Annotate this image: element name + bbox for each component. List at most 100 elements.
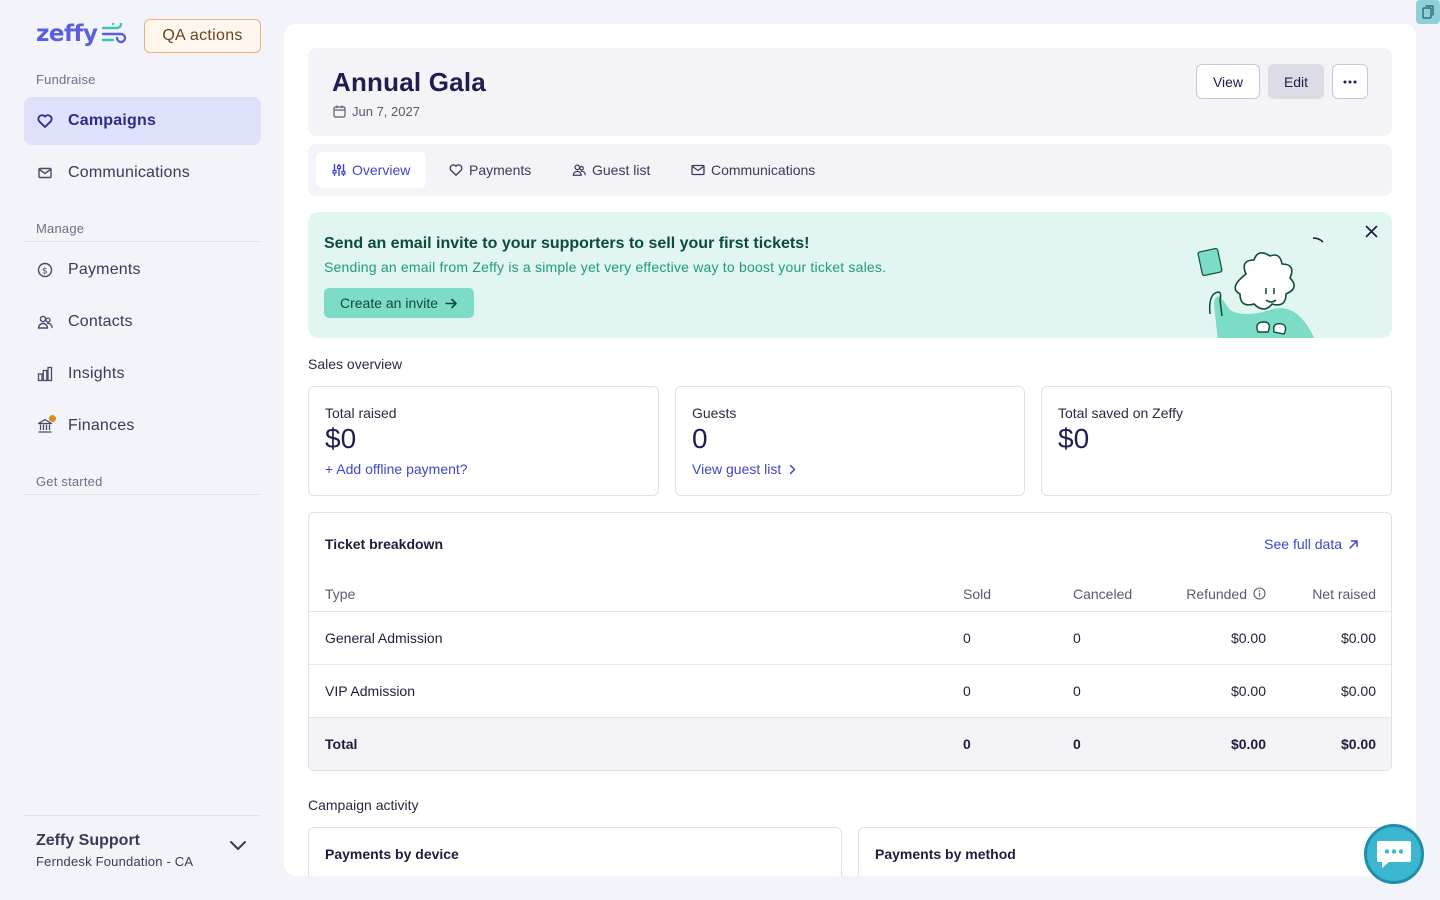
create-invite-button[interactable]: Create an invite — [324, 288, 474, 318]
card-title: Payments by device — [325, 846, 459, 862]
chat-support-button[interactable] — [1364, 824, 1424, 884]
sliders-icon — [332, 164, 346, 176]
cell-net-raised: $0.00 — [1340, 683, 1376, 699]
col-header-type: Type — [325, 585, 356, 602]
sidebar-item-payments[interactable]: $ Payments — [24, 246, 261, 294]
account-name: Zeffy Support — [36, 832, 140, 849]
add-offline-payment-link[interactable]: + Add offline payment? — [325, 461, 468, 477]
close-icon[interactable] — [1365, 225, 1378, 238]
campaign-date: Jun 7, 2027 — [333, 104, 420, 119]
logo-text: zeffy — [36, 21, 98, 47]
campaign-activity-heading: Campaign activity — [308, 797, 419, 813]
stat-label: Total saved on Zeffy — [1058, 405, 1184, 421]
extension-icon[interactable] — [1416, 0, 1440, 24]
cell-canceled: 0 — [1073, 683, 1081, 699]
banner-title: Send an email invite to your supporters … — [324, 235, 810, 252]
logo-wind-icon — [101, 23, 126, 44]
payments-by-method-card: Payments by method — [858, 827, 1392, 876]
col-header-net-raised: Net raised — [1312, 585, 1376, 602]
stat-value: $0 — [1058, 423, 1090, 454]
see-full-data-link[interactable]: See full data — [1264, 536, 1359, 552]
mascot-illustration — [1197, 237, 1324, 338]
sidebar-item-label: Insights — [68, 365, 125, 382]
cell-net-raised: $0.00 — [1340, 736, 1376, 752]
cell-canceled: 0 — [1073, 736, 1081, 752]
total-raised-card: Total raised $0 + Add offline payment? — [308, 386, 659, 496]
notification-dot — [49, 415, 56, 422]
bar-chart-icon — [37, 366, 53, 382]
cell-type: VIP Admission — [325, 683, 416, 699]
total-saved-card: Total saved on Zeffy $0 — [1041, 386, 1392, 496]
tab-label: Guest list — [592, 162, 651, 178]
table-row: General Admission 0 0 $0.00 $0.00 — [309, 611, 1391, 664]
tab-label: Overview — [352, 162, 411, 178]
contacts-icon — [37, 314, 53, 330]
create-invite-label: Create an invite — [339, 295, 439, 311]
stat-label: Guests — [692, 405, 737, 421]
heart-icon — [37, 113, 53, 129]
sidebar-item-label: Communications — [68, 164, 190, 181]
sales-overview-heading: Sales overview — [308, 356, 403, 372]
qa-actions-button[interactable]: QA actions — [144, 19, 261, 53]
sidebar-item-finances[interactable]: Finances — [24, 402, 261, 450]
bank-icon — [37, 415, 56, 434]
cell-refunded: $0.00 — [1230, 683, 1266, 699]
calendar-icon — [333, 105, 346, 118]
sidebar: zeffy QA actions Fundraise Campaigns Com… — [0, 0, 284, 900]
account-switcher[interactable]: Zeffy Support Ferndesk Foundation - CA — [24, 815, 261, 875]
cell-canceled: 0 — [1073, 630, 1081, 646]
chevron-right-icon — [789, 464, 796, 474]
zeffy-logo[interactable]: zeffy — [36, 21, 127, 47]
tab-overview[interactable]: Overview — [316, 152, 427, 188]
view-guest-list-link[interactable]: View guest list — [692, 461, 796, 477]
more-horizontal-icon — [1343, 80, 1357, 83]
dollar-circle-icon: $ — [37, 262, 53, 278]
table-total-row: Total 0 0 $0.00 $0.00 — [309, 717, 1391, 770]
cell-type: General Admission — [325, 630, 443, 646]
sidebar-item-campaigns[interactable]: Campaigns — [24, 97, 261, 145]
cell-refunded: $0.00 — [1230, 736, 1266, 752]
sidebar-item-contacts[interactable]: Contacts — [24, 298, 261, 346]
arrow-right-icon — [445, 298, 457, 308]
sidebar-item-label: Finances — [68, 417, 135, 434]
main-panel: Annual Gala Jun 7, 2027 View Edit Overvi… — [284, 24, 1416, 876]
mail-icon — [691, 164, 705, 176]
tab-label: Communications — [711, 162, 816, 178]
section-label-manage: Manage — [36, 221, 85, 236]
tab-communications[interactable]: Communications — [675, 152, 831, 188]
external-arrow-icon — [1349, 539, 1358, 549]
users-icon — [572, 164, 586, 176]
banner-subtitle: Sending an email from Zeffy is a simple … — [324, 259, 887, 275]
tab-label: Payments — [469, 162, 532, 178]
tab-guest-list[interactable]: Guest list — [556, 152, 666, 188]
table-row: VIP Admission 0 0 $0.00 $0.00 — [309, 664, 1391, 717]
sidebar-item-insights[interactable]: Insights — [24, 350, 261, 398]
view-button[interactable]: View — [1196, 64, 1260, 99]
sidebar-item-label: Payments — [68, 261, 141, 278]
page-title: Annual Gala — [332, 67, 486, 97]
ticket-breakdown-title: Ticket breakdown — [325, 536, 444, 552]
divider — [24, 494, 261, 495]
sidebar-item-communications[interactable]: Communications — [24, 149, 261, 197]
campaign-header: Annual Gala Jun 7, 2027 View Edit — [308, 48, 1392, 136]
logo-row: zeffy QA actions — [36, 19, 261, 53]
cell-sold: 0 — [963, 630, 971, 646]
link-label: View guest list — [692, 461, 782, 477]
more-options-button[interactable] — [1332, 64, 1368, 99]
info-icon[interactable] — [1253, 587, 1266, 600]
cell-net-raised: $0.00 — [1340, 630, 1376, 646]
chat-icon — [1377, 841, 1411, 868]
section-label-get-started: Get started — [36, 474, 103, 489]
stat-value: 0 — [692, 423, 708, 454]
edit-button[interactable]: Edit — [1268, 64, 1324, 99]
heart-icon — [449, 164, 463, 176]
mail-icon — [37, 165, 53, 181]
link-label: See full data — [1264, 536, 1342, 552]
col-header-sold: Sold — [963, 585, 992, 602]
chevron-down-icon[interactable] — [229, 840, 247, 852]
payments-by-device-card: Payments by device — [308, 827, 842, 876]
section-label-fundraise: Fundraise — [36, 72, 96, 87]
col-header-refunded: Refunded — [1186, 567, 1266, 620]
tab-payments[interactable]: Payments — [433, 152, 547, 188]
account-org: Ferndesk Foundation - CA — [36, 854, 194, 869]
